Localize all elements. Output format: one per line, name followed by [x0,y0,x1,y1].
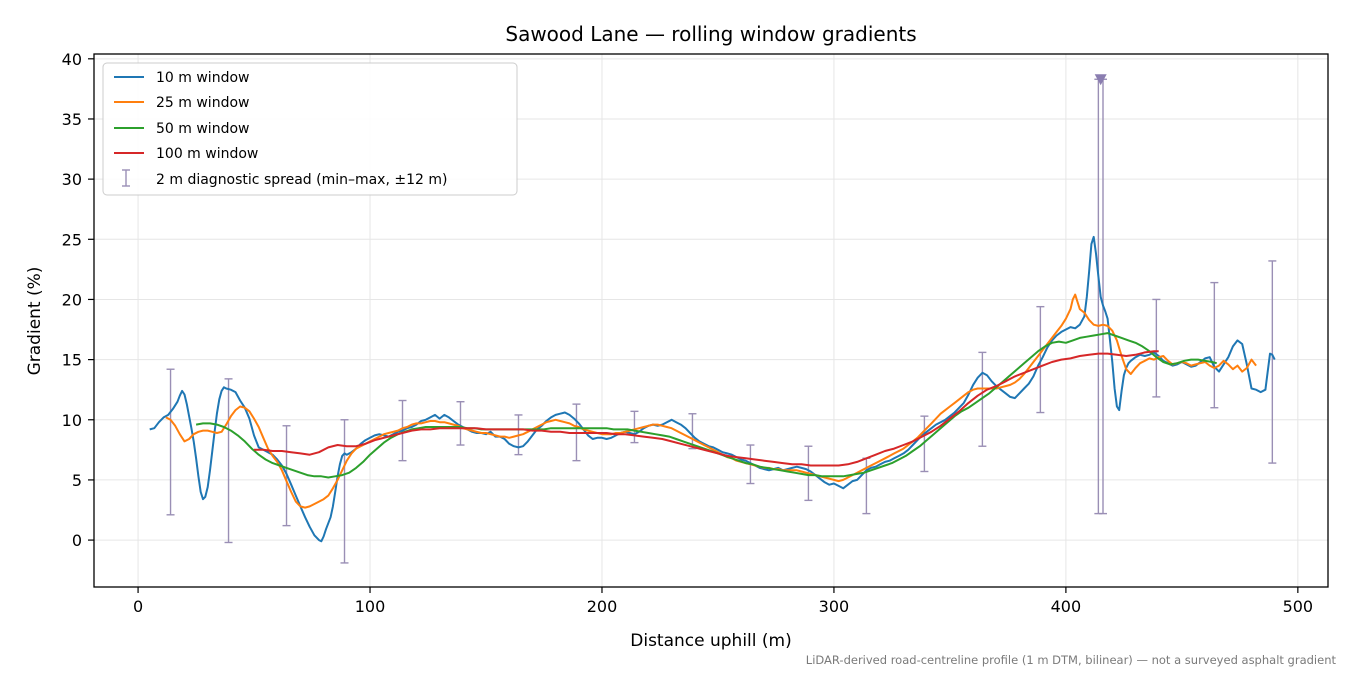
series-line-10-m-window [149,235,1276,543]
x-tick-label: 0 [133,597,143,616]
y-tick-label: 40 [62,50,82,69]
y-tick-label: 15 [62,351,82,370]
legend-label-10m: 10 m window [156,70,249,86]
error-bar [340,419,349,564]
error-bar [1268,260,1277,464]
y-tick-label: 20 [62,290,82,309]
error-bar [630,410,639,444]
legend: 10 m window 25 m window 50 m window 100 … [102,62,518,196]
chart-title: Sawood Lane — rolling window gradients [505,22,916,46]
x-tick-label: 400 [1051,597,1082,616]
x-tick-label: 200 [587,597,618,616]
y-tick-label: 35 [62,110,82,129]
y-tick-label: 25 [62,230,82,249]
error-bar [456,401,465,446]
error-bar [688,413,697,450]
y-tick-label: 30 [62,170,82,189]
y-tick-label: 0 [72,531,82,550]
x-tick-label: 100 [355,597,386,616]
series-line-25-m-window [165,293,1257,509]
legend-swatch-errorbar [122,169,130,187]
legend-label-50m: 50 m window [156,121,249,137]
errorbar-series [166,78,1277,564]
legend-label-100m: 100 m window [156,146,258,162]
y-tick-label: 5 [72,471,82,490]
y-tick-label: 10 [62,411,82,430]
plot-series [149,74,1277,564]
error-bar [1210,281,1219,409]
peak-marker-icon [1094,74,1107,86]
series-line-100-m-window [254,350,1159,467]
error-bar [920,415,929,473]
error-bar [1152,298,1161,398]
legend-label-25m: 25 m window [156,95,249,111]
error-bar [224,378,233,544]
x-axis-label: Distance uphill (m) [630,631,791,651]
error-bar [166,368,175,516]
y-axis-label: Gradient (%) [25,267,45,376]
plot-frame [93,53,1329,588]
footnote: LiDAR-derived road-centreline profile (1… [806,653,1337,667]
x-tick-label: 300 [819,597,850,616]
legend-label-errorbar: 2 m diagnostic spread (min–max, ±12 m) [156,172,447,188]
axis-ticks: 0 100 200 300 400 500 0 5 10 15 20 25 30 35 40 [62,50,1313,616]
x-tick-label: 500 [1283,597,1314,616]
legend-box [102,62,518,196]
